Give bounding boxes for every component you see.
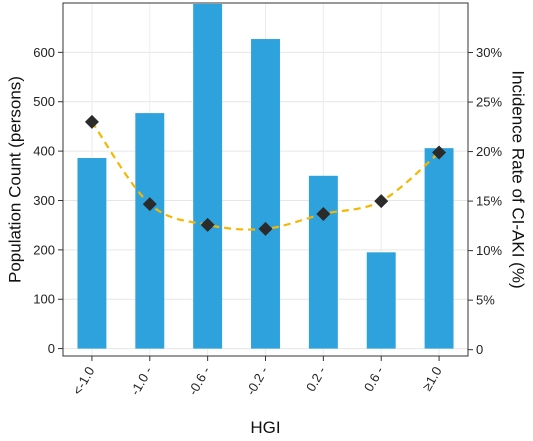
incidence-rate-point: [374, 194, 389, 209]
y-tick-label: 400: [33, 144, 55, 159]
y2-tick-label: 20%: [476, 144, 502, 159]
population-bar: [366, 252, 396, 349]
incidence-rate-point: [258, 221, 273, 236]
incidence-line-layer: [84, 114, 447, 236]
population-bar: [135, 113, 165, 349]
bars: [77, 3, 454, 349]
y2-axis-title: Incidence Rate of CI-AKI (%): [509, 70, 528, 288]
population-bar: [193, 3, 223, 349]
y2-tick-label: 25%: [476, 95, 502, 110]
y-tick-label: 200: [33, 242, 55, 257]
incidence-rate-point: [316, 206, 331, 221]
population-bar: [77, 158, 107, 349]
population-bar: [251, 39, 280, 349]
x-axis: <-1.0 -1.0 - -0.6 - -0.2 - 0.2 - 0.6 - ≥1.0: [70, 356, 445, 398]
left-axis: 0 100 200 300 400 500 600: [33, 45, 63, 356]
incidence-rate-point: [84, 114, 99, 129]
y2-tick-label: 15%: [476, 194, 502, 209]
x-tick-label: ≥1.0: [419, 364, 445, 393]
y-tick-label: 0: [48, 341, 55, 356]
x-tick-label: 0.6 -: [361, 364, 387, 394]
y2-tick-label: 10%: [476, 243, 502, 258]
y-tick-label: 500: [33, 94, 55, 109]
x-tick-label: <-1.0: [70, 364, 98, 397]
y2-tick-label: 30%: [476, 45, 502, 60]
population-bar: [424, 148, 454, 349]
population-bar: [308, 175, 338, 349]
y2-tick-label: 5%: [476, 293, 495, 308]
x-tick-label: -1.0 -: [127, 364, 155, 398]
y-tick-label: 100: [33, 292, 55, 307]
x-tick-label: -0.6 -: [185, 364, 213, 398]
y-tick-label: 300: [33, 193, 55, 208]
y-tick-label: 600: [33, 45, 55, 60]
x-tick-label: 0.2 -: [303, 364, 329, 394]
y2-tick-label: 0: [476, 342, 483, 357]
right-axis: 0 5% 10% 15% 20% 25% 30%: [468, 45, 502, 357]
incidence-rate-point: [200, 217, 215, 232]
incidence-rate-point: [432, 145, 447, 160]
y-axis-title: Population Count (persons): [6, 76, 25, 283]
incidence-rate-point: [142, 197, 157, 212]
x-axis-title: HGI: [250, 418, 280, 437]
x-tick-label: -0.2 -: [243, 364, 271, 398]
